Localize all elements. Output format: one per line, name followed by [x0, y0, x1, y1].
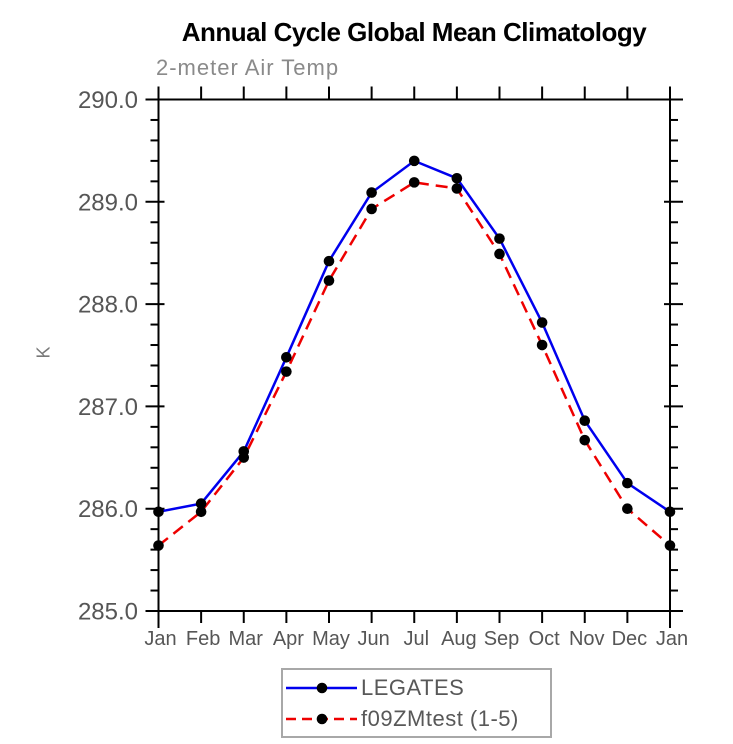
x-tick-label: Dec: [612, 628, 648, 650]
chart-title: Annual Cycle Global Mean Climatology: [181, 17, 647, 47]
x-tick-label: Feb: [186, 628, 220, 650]
series-markers-0: [153, 155, 676, 518]
x-tick-label: Nov: [569, 628, 605, 650]
legates-line-sample-icon: [286, 682, 357, 693]
y-tick-label: 285.0: [78, 599, 138, 626]
y-tick-label: 288.0: [78, 292, 138, 319]
x-tick-label: Aug: [441, 628, 477, 650]
x-tick-label: Jul: [403, 628, 429, 650]
x-tick-label: Mar: [229, 628, 264, 650]
x-tick-label: Oct: [529, 628, 561, 650]
x-tick-label: Jan: [656, 628, 688, 650]
x-tick-label: Sep: [484, 628, 520, 650]
x-tick-labels: Jan Feb Mar Apr May Jun Jul Aug Sep Oct Nov Dec Jan: [144, 628, 688, 650]
series-markers-1: [153, 177, 676, 551]
legend-item-legates: LEGATES: [284, 673, 550, 703]
plot-frame: [157, 98, 671, 612]
legend-item-f09zmtest: f09ZMtest (1-5): [284, 704, 550, 734]
x-tick-label: Jan: [144, 628, 176, 650]
x-tick-label: May: [312, 628, 350, 650]
series-line-0: [158, 159, 671, 514]
chart-subtitle: 2-meter Air Temp: [156, 55, 340, 80]
y-tick-label: 287.0: [78, 394, 138, 421]
legend-box: LEGATES f09ZMtest (1-5): [281, 668, 552, 738]
y-tick-label: 290.0: [78, 87, 138, 114]
x-tick-label: Jun: [358, 628, 390, 650]
x-tick-label: Apr: [273, 628, 304, 650]
legend-label-f09zmtest: f09ZMtest (1-5): [361, 705, 519, 731]
y-tick-label: 289.0: [78, 189, 138, 216]
y-tick-label: 286.0: [78, 496, 138, 523]
legend-label-legates: LEGATES: [361, 674, 465, 700]
series-line-1: [157, 181, 671, 547]
axis-ticks: [145, 86, 683, 628]
y-tick-labels: 285.0 286.0 287.0 288.0 289.0 290.0: [78, 87, 138, 626]
f09zmtest-line-sample-icon: [286, 713, 357, 724]
